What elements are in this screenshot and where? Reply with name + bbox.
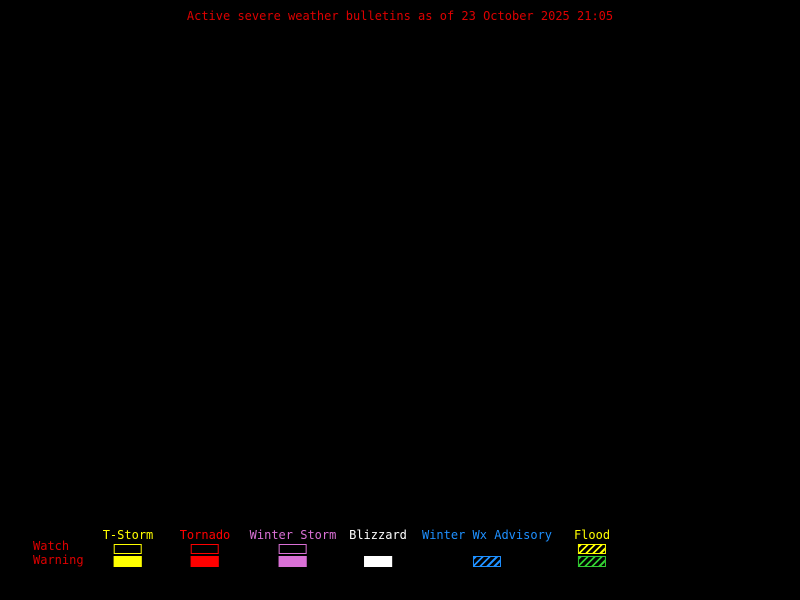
- blizzard-warning-swatch: [363, 556, 392, 567]
- legend-column-blizzard: Blizzard: [349, 529, 407, 567]
- legend-column-flood: Flood: [574, 529, 610, 567]
- legend-label-tornado: Tornado: [179, 528, 231, 542]
- winter-wx-advisory-warning-swatch: [472, 556, 501, 567]
- page-title: Active severe weather bulletins as of 23…: [186, 9, 614, 23]
- tornado-warning-swatch: [190, 556, 219, 567]
- flood-warning-swatch: [578, 556, 606, 567]
- tornado-watch-swatch: [190, 544, 219, 554]
- map-canvas: [0, 0, 800, 520]
- legend-label-blizzard: Blizzard: [349, 528, 407, 542]
- legend-column-t-storm: T-Storm: [102, 528, 154, 567]
- legend-column-tornado: Tornado: [179, 528, 231, 567]
- legend-label-t-storm: T-Storm: [102, 528, 154, 542]
- legend-column-winter-wx-advisory: Winter Wx Advisory: [422, 529, 552, 567]
- legend-label-winter-storm: Winter Storm: [249, 528, 337, 542]
- legend-label-winter-wx-advisory: Winter Wx Advisory: [421, 528, 553, 542]
- legend-row-label-warning: Warning: [33, 553, 84, 567]
- t-storm-watch-swatch: [113, 544, 142, 554]
- legend-label-flood: Flood: [573, 528, 611, 542]
- flood-watch-swatch: [578, 544, 606, 554]
- winter-storm-warning-swatch: [278, 556, 307, 567]
- winter-storm-watch-swatch: [278, 544, 307, 554]
- t-storm-warning-swatch: [113, 556, 142, 567]
- legend-row-label-watch: Watch: [33, 539, 70, 553]
- legend-column-winter-storm: Winter Storm: [249, 528, 337, 567]
